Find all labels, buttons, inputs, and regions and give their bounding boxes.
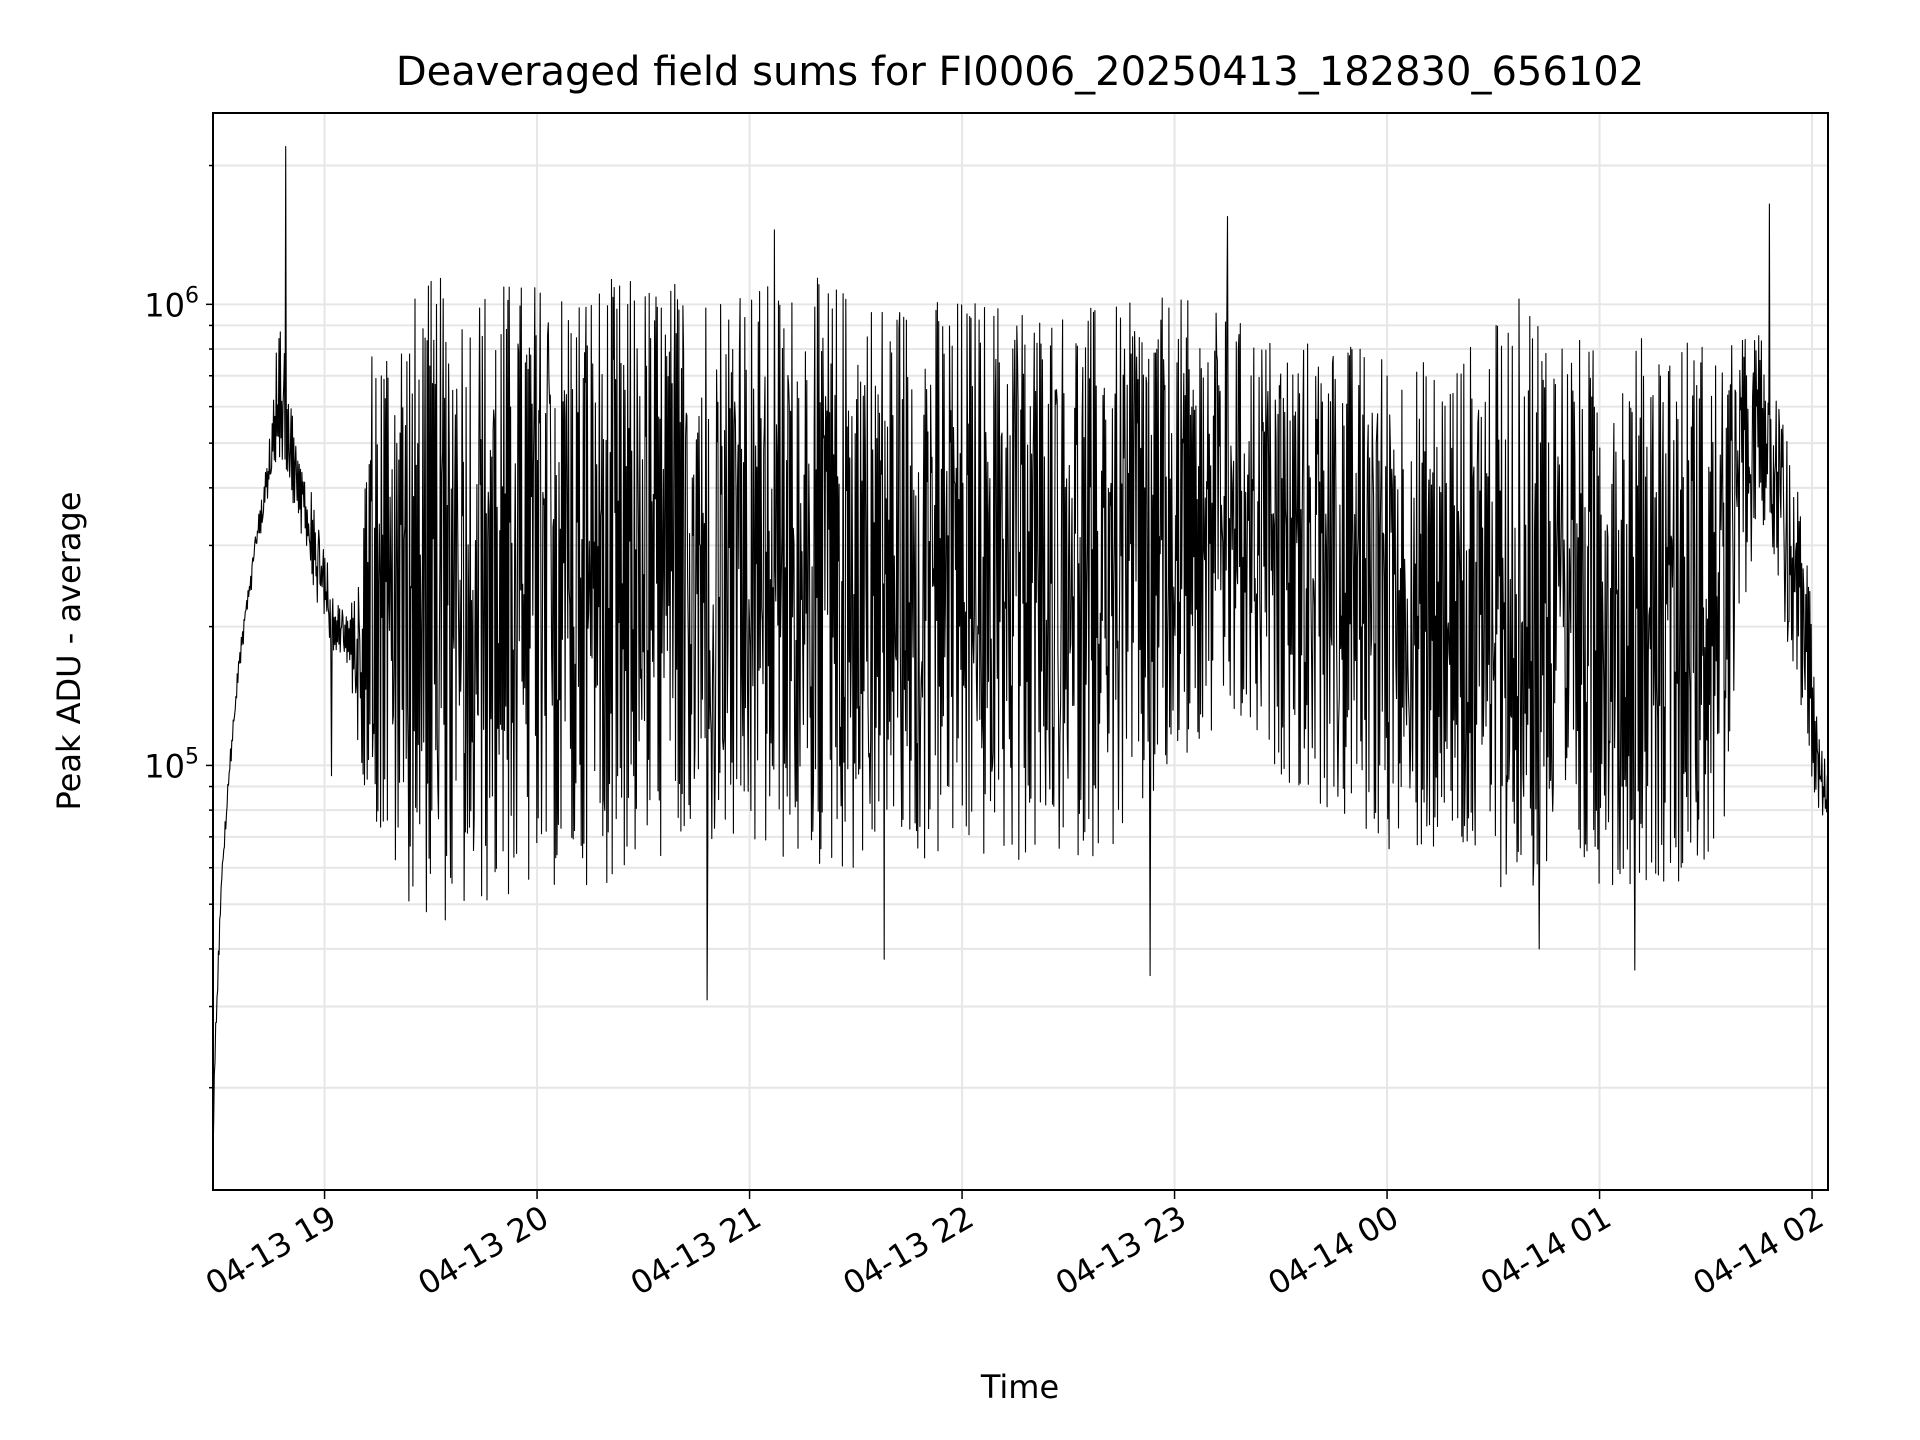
- y-tick-label: 105: [144, 744, 199, 785]
- y-tick-label-base: 10: [144, 747, 185, 785]
- y-tick-label: 106: [144, 283, 199, 324]
- data-series: [212, 145, 1829, 1160]
- y-tick-label-exponent: 6: [185, 283, 199, 308]
- y-tick-label-exponent: 5: [185, 744, 199, 769]
- y-tick-label-base: 10: [144, 286, 185, 324]
- y-axis-label: Peak ADU - average: [50, 492, 88, 811]
- series-line: [212, 145, 1829, 1160]
- x-axis-label: Time: [980, 1368, 1059, 1406]
- axes-frame: [212, 112, 1829, 1191]
- chart-title: Deaveraged field sums for FI0006_2025041…: [396, 49, 1644, 95]
